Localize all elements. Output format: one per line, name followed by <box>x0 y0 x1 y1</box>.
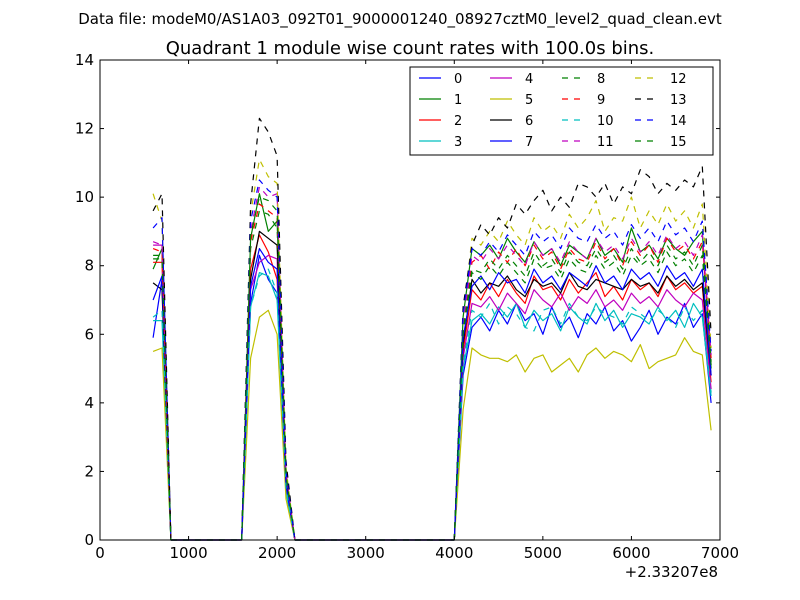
y-tick-label: 14 <box>75 51 94 69</box>
series-9-segment-0 <box>152 248 172 541</box>
legend-label-4: 4 <box>525 72 533 87</box>
x-tick-label: 6000 <box>612 544 650 562</box>
legend-label-12: 12 <box>670 72 687 87</box>
plot-frame <box>99 59 721 541</box>
series-15-segment-4 <box>453 244 712 541</box>
y-tick-label: 10 <box>75 188 94 206</box>
legend-label-14: 14 <box>670 114 687 129</box>
series-10-segment-0 <box>152 309 172 541</box>
series-8-segment-4 <box>453 251 712 541</box>
legend-box <box>409 66 714 156</box>
legend-label-0: 0 <box>454 72 462 87</box>
series-15-segment-2 <box>241 196 296 541</box>
series-13-segment-4 <box>453 165 712 541</box>
legend-label-3: 3 <box>454 135 462 150</box>
legend-label-5: 5 <box>525 93 533 108</box>
series-5-segment-4 <box>453 337 712 541</box>
legend-label-6: 6 <box>525 114 533 129</box>
series-5-segment-0 <box>152 347 172 541</box>
series-11-segment-4 <box>453 234 712 541</box>
legend-label-11: 11 <box>597 135 614 150</box>
legend-label-10: 10 <box>597 114 614 129</box>
y-tick-label: 12 <box>75 120 94 138</box>
datafile-label: Data file: modeM0/AS1A03_092T01_90000012… <box>78 10 722 29</box>
y-tick-label: 4 <box>84 394 94 412</box>
series-10-segment-4 <box>453 302 712 541</box>
legend-label-2: 2 <box>454 114 462 129</box>
legend-label-13: 13 <box>670 93 687 108</box>
x-tick-label: 1000 <box>169 544 207 562</box>
series-10-segment-2 <box>241 268 296 541</box>
series-9-segment-4 <box>453 237 712 541</box>
x-tick-label: 5000 <box>524 544 562 562</box>
y-tick-label: 8 <box>84 257 94 275</box>
x-tick-label: 7000 <box>701 544 739 562</box>
series-12-segment-4 <box>453 196 712 541</box>
chart-title: Quadrant 1 module wise count rates with … <box>166 38 655 59</box>
series-7-segment-4 <box>453 265 712 541</box>
series-15-segment-0 <box>153 258 172 541</box>
y-tick-label: 2 <box>84 462 94 480</box>
x-tick-label: 3000 <box>347 544 385 562</box>
x-tick-label: 2000 <box>258 544 296 562</box>
series-lines <box>152 117 712 541</box>
x-offset-label: +2.33207e8 <box>625 563 718 581</box>
series-4-segment-4 <box>453 289 712 541</box>
legend-label-1: 1 <box>454 93 462 108</box>
legend-label-9: 9 <box>597 93 605 108</box>
legend-label-8: 8 <box>597 72 605 87</box>
y-tick-label: 6 <box>84 325 94 343</box>
legend-label-15: 15 <box>670 135 687 150</box>
legend-label-7: 7 <box>525 135 533 150</box>
series-6-segment-4 <box>453 272 712 541</box>
series-8-segment-0 <box>153 254 172 541</box>
series-14-segment-4 <box>453 220 712 541</box>
y-tick-label: 0 <box>84 531 94 549</box>
x-tick-label: 0 <box>95 544 105 562</box>
series-5-segment-2 <box>241 309 296 541</box>
x-tick-label: 4000 <box>435 544 473 562</box>
